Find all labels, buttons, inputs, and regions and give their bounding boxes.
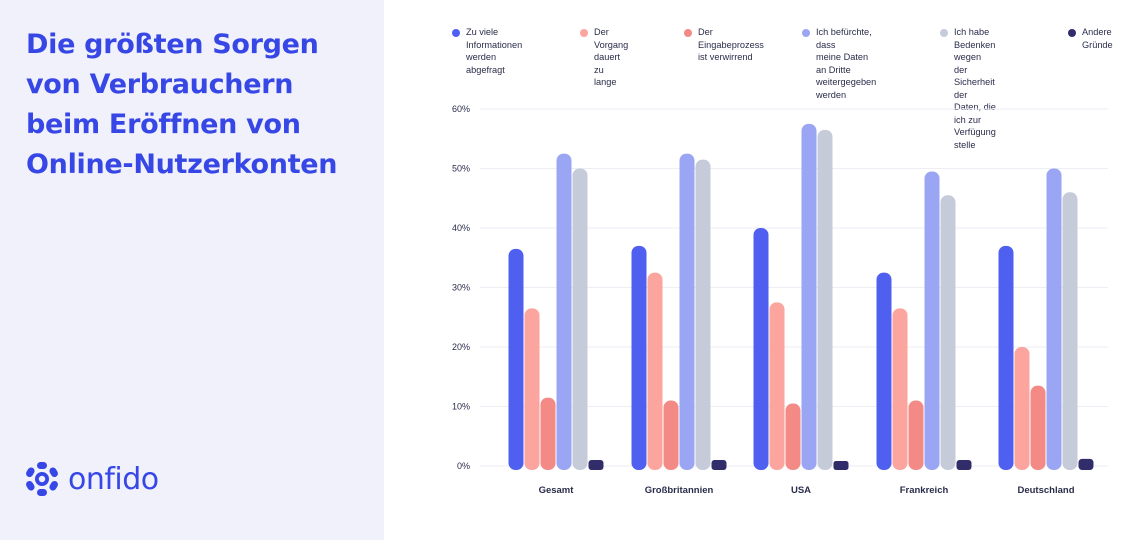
bar [801,123,817,470]
bar [663,400,679,470]
legend-label: Ich befürchte, dass meine Daten an Dritt… [816,27,877,100]
bar [695,159,711,470]
title-line: Online-Nutzerkonten [26,149,338,180]
bar [753,228,769,470]
bar [540,397,556,470]
title-line: beim Eröffnen von [26,109,301,140]
bar [769,302,785,470]
bar [998,245,1014,470]
brand-name: onfido [68,461,159,497]
x-tick-label: Großbritannien [645,485,714,496]
bar [908,400,924,470]
bar [876,272,892,470]
x-tick-label: Deutschland [1017,485,1074,496]
page-title: Die größten Sorgen von Verbrauchern beim… [26,25,366,185]
y-tick-label: 30% [452,283,470,293]
y-tick-label: 10% [452,402,470,412]
brand-logo: onfido [24,460,159,498]
legend-swatch [802,29,810,37]
legend-label: Der Eingabeprozess ist verwirrend [698,27,764,62]
bar [588,460,604,470]
legend-label: Zu viele Informationen werden abgefragt [466,27,523,75]
title-line: von Verbrauchern [26,69,294,100]
bar [833,461,849,470]
y-tick-label: 40% [452,223,470,233]
y-tick-label: 0% [457,461,470,471]
bar [631,245,647,470]
y-tick-label: 60% [452,104,470,114]
legend-swatch [452,29,460,37]
y-tick-label: 50% [452,164,470,174]
bar [524,308,540,470]
bar [1078,458,1094,470]
bar [1062,192,1078,471]
bar [1030,385,1046,470]
legend-swatch [940,29,948,37]
left-panel: Die größten Sorgen von Verbrauchern beim… [0,0,384,540]
legend-label: Der Vorgang dauert zu lange [594,27,629,87]
bar [940,195,956,470]
bar [1046,168,1062,470]
bar [924,171,940,470]
bar [1014,347,1030,470]
chart-legend: Zu viele Informationen werden abgefragt … [452,26,1128,150]
x-tick-label: USA [791,485,811,496]
x-tick-label: Frankreich [900,485,949,496]
onfido-logo-icon [26,462,58,496]
bar [785,403,801,470]
bar [679,153,695,470]
bar [556,153,572,470]
title-line: Die größten Sorgen [26,29,319,60]
legend-label: Ich habe Bedenken wegen der Sicherheit d… [954,27,996,150]
bar [647,272,663,470]
legend-label: Andere Gründe [1082,27,1113,50]
bar [572,168,588,470]
bar [956,460,972,470]
bar [817,129,833,470]
x-tick-label: Gesamt [539,485,575,496]
legend-swatch [684,29,692,37]
bar [508,248,524,470]
bar [711,460,727,470]
legend-swatch [580,29,588,37]
bar [892,308,908,470]
y-tick-label: 20% [452,342,470,352]
legend-swatch [1068,29,1076,37]
